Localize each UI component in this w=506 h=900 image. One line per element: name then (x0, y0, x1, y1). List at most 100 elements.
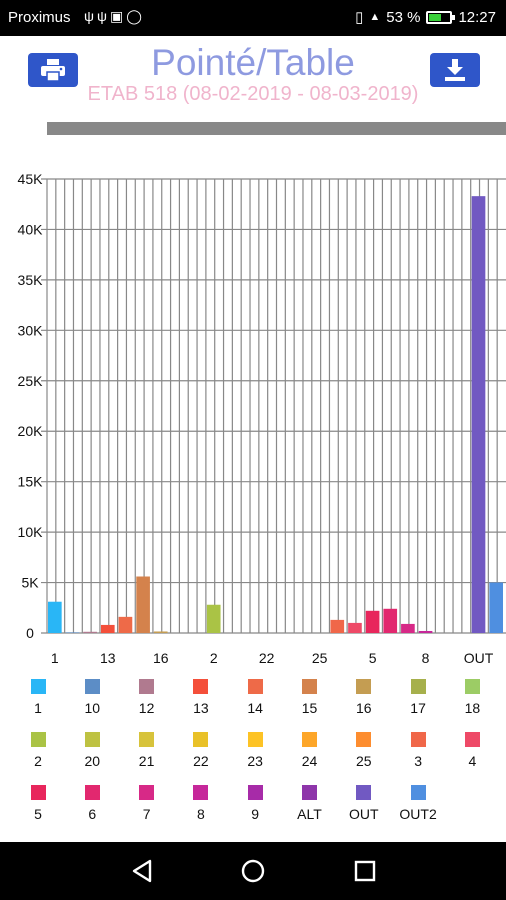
home-button[interactable] (238, 856, 268, 886)
legend-label: 12 (138, 700, 155, 716)
media-icon: ▣ (109, 8, 127, 24)
legend-swatch (302, 785, 317, 800)
legend-label: 6 (88, 806, 97, 822)
legend-label: 14 (247, 700, 263, 716)
y-tick-label: 40K (18, 221, 44, 237)
legend-swatch (84, 679, 100, 694)
legend-item: 21 (117, 732, 177, 778)
legend-item: 9 (225, 785, 285, 831)
legend-swatch (193, 679, 209, 694)
legend-item: 18 (442, 679, 502, 725)
legend-item: 13 (171, 679, 231, 725)
legend-item: 16 (334, 679, 394, 725)
legend-swatch (30, 785, 46, 800)
legend-label: 20 (84, 753, 101, 769)
bar-OUT (471, 196, 486, 633)
print-button[interactable] (28, 53, 78, 87)
legend-swatch (193, 732, 209, 747)
legend-swatch (30, 732, 46, 747)
legend-label: 22 (193, 753, 209, 769)
legend-label: 18 (464, 700, 481, 716)
bar-16 (153, 631, 168, 633)
page-title: Pointé/Table (151, 42, 355, 83)
legend-swatch (302, 732, 317, 747)
x-tick-label: 2 (210, 650, 218, 666)
printer-icon (41, 59, 65, 82)
legend-item: 22 (171, 732, 231, 778)
bar-15 (136, 576, 150, 633)
back-button[interactable] (128, 856, 158, 886)
y-tick-label: 25K (18, 373, 44, 389)
legend-label: 2 (34, 753, 42, 769)
legend-label: 5 (34, 806, 42, 822)
legend-swatch (410, 679, 426, 694)
legend-swatch (247, 785, 263, 800)
navigation-bar (0, 842, 506, 900)
bar-4 (348, 622, 362, 633)
recents-square-icon (354, 860, 376, 882)
legend-label: 17 (410, 700, 426, 716)
x-axis-ticks: 1 13 16 2 22 25 5 8 OUT (51, 650, 494, 666)
legend-label: 25 (356, 753, 372, 769)
x-tick-label: 8 (422, 650, 430, 666)
y-tick-label: 30K (18, 322, 44, 338)
y-tick-label: 15K (18, 474, 44, 490)
legend-swatch (193, 785, 209, 800)
bar-OUT2 (489, 582, 503, 633)
legend-item: 8 (171, 785, 231, 831)
bar-3 (330, 619, 345, 633)
legend-item: 4 (442, 732, 502, 778)
legend-item: 3 (388, 732, 448, 778)
home-circle-icon (241, 859, 265, 883)
recents-button[interactable] (350, 856, 380, 886)
x-tick-label: 22 (259, 650, 275, 666)
bars (48, 196, 503, 633)
bar-6 (383, 608, 398, 633)
legend-item: 25 (334, 732, 394, 778)
legend-swatch (247, 732, 263, 747)
legend-label: 16 (356, 700, 372, 716)
legend-label: ALT (297, 806, 322, 822)
bar-12 (83, 631, 97, 633)
legend-item: 24 (280, 732, 340, 778)
legend-label: 3 (414, 753, 422, 769)
usb-icon: ψ (96, 8, 110, 24)
legend-label: 15 (301, 700, 318, 716)
legend-item: 20 (62, 732, 122, 778)
legend-swatch (139, 732, 155, 747)
legend-item: 7 (117, 785, 177, 831)
legend-item: 2 (8, 732, 68, 778)
battery-icon (426, 10, 456, 24)
y-tick-label: 35K (18, 272, 44, 288)
legend-swatch (139, 679, 155, 694)
x-tick-label: 13 (100, 650, 116, 666)
page-subtitle: ETAB 518 (08-02-2019 - 08-03-2019) (87, 83, 419, 105)
clock: 12:27 (458, 8, 496, 26)
download-icon (445, 59, 465, 81)
legend-label: 10 (84, 700, 101, 716)
legend-label: OUT (349, 806, 379, 822)
usb-icon: ψ (84, 8, 97, 24)
bar-14 (118, 616, 133, 633)
legend-label: 1 (34, 700, 42, 716)
legend-swatch (302, 679, 317, 694)
legend-item: ALT (280, 785, 340, 831)
legend: 1 10 12 13 14 15 16 17 18 2 20 21 22 23 24 25 3 4 5 6 7 8 9 ALT… (0, 679, 506, 839)
legend-label: OUT2 (399, 806, 437, 822)
legend-swatch (356, 732, 372, 747)
legend-item: 5 (8, 785, 68, 831)
battery-percent: 53 % (386, 8, 421, 26)
chart-top-bar (47, 122, 506, 135)
y-tick-label: 45K (18, 171, 44, 187)
legend-item: 1 (8, 679, 68, 725)
grid (41, 122, 506, 634)
status-right: ▯ ▲ 53 % 12:27 (355, 8, 496, 27)
y-tick-label: 20K (18, 423, 44, 439)
legend-swatch (410, 732, 426, 747)
legend-swatch (84, 785, 100, 800)
legend-swatch (464, 732, 480, 747)
legend-swatch (139, 785, 155, 800)
legend-item: 6 (62, 785, 122, 831)
download-button[interactable] (430, 53, 480, 87)
